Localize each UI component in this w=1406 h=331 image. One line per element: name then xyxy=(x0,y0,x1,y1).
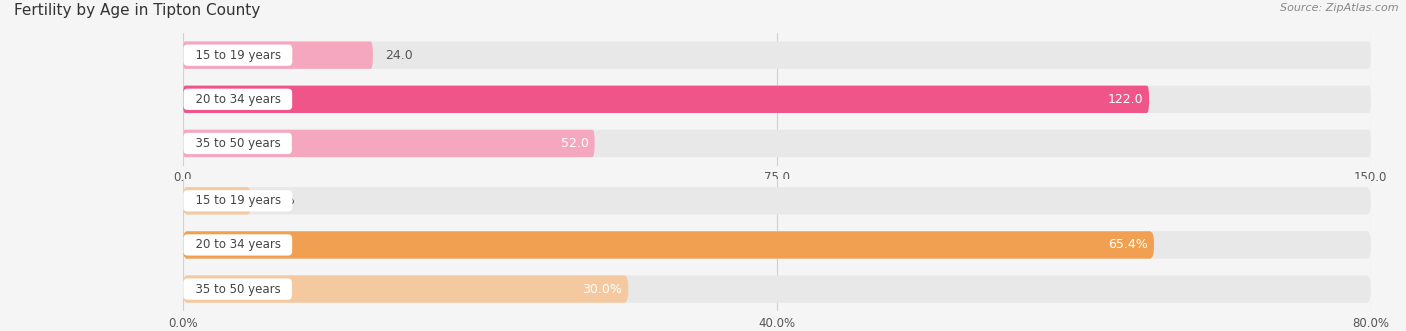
Text: 24.0: 24.0 xyxy=(385,49,412,62)
Text: 122.0: 122.0 xyxy=(1108,93,1143,106)
FancyBboxPatch shape xyxy=(183,275,1371,303)
FancyBboxPatch shape xyxy=(183,275,628,303)
FancyBboxPatch shape xyxy=(183,130,1371,157)
FancyBboxPatch shape xyxy=(183,41,1371,69)
FancyBboxPatch shape xyxy=(183,231,1154,259)
FancyBboxPatch shape xyxy=(183,187,252,214)
Text: 35 to 50 years: 35 to 50 years xyxy=(187,137,288,150)
Text: Source: ZipAtlas.com: Source: ZipAtlas.com xyxy=(1281,3,1399,13)
FancyBboxPatch shape xyxy=(183,231,1371,259)
FancyBboxPatch shape xyxy=(183,187,1371,214)
Text: 35 to 50 years: 35 to 50 years xyxy=(187,283,288,296)
FancyBboxPatch shape xyxy=(183,86,1371,113)
Text: 30.0%: 30.0% xyxy=(582,283,623,296)
FancyBboxPatch shape xyxy=(183,130,595,157)
Text: Fertility by Age in Tipton County: Fertility by Age in Tipton County xyxy=(14,3,260,18)
Text: 65.4%: 65.4% xyxy=(1108,238,1149,252)
Text: 20 to 34 years: 20 to 34 years xyxy=(187,93,288,106)
FancyBboxPatch shape xyxy=(183,41,373,69)
Text: 15 to 19 years: 15 to 19 years xyxy=(187,194,288,207)
Text: 52.0: 52.0 xyxy=(561,137,589,150)
Text: 20 to 34 years: 20 to 34 years xyxy=(187,238,288,252)
FancyBboxPatch shape xyxy=(183,86,1149,113)
Text: 15 to 19 years: 15 to 19 years xyxy=(187,49,288,62)
Text: 4.6%: 4.6% xyxy=(263,194,295,207)
